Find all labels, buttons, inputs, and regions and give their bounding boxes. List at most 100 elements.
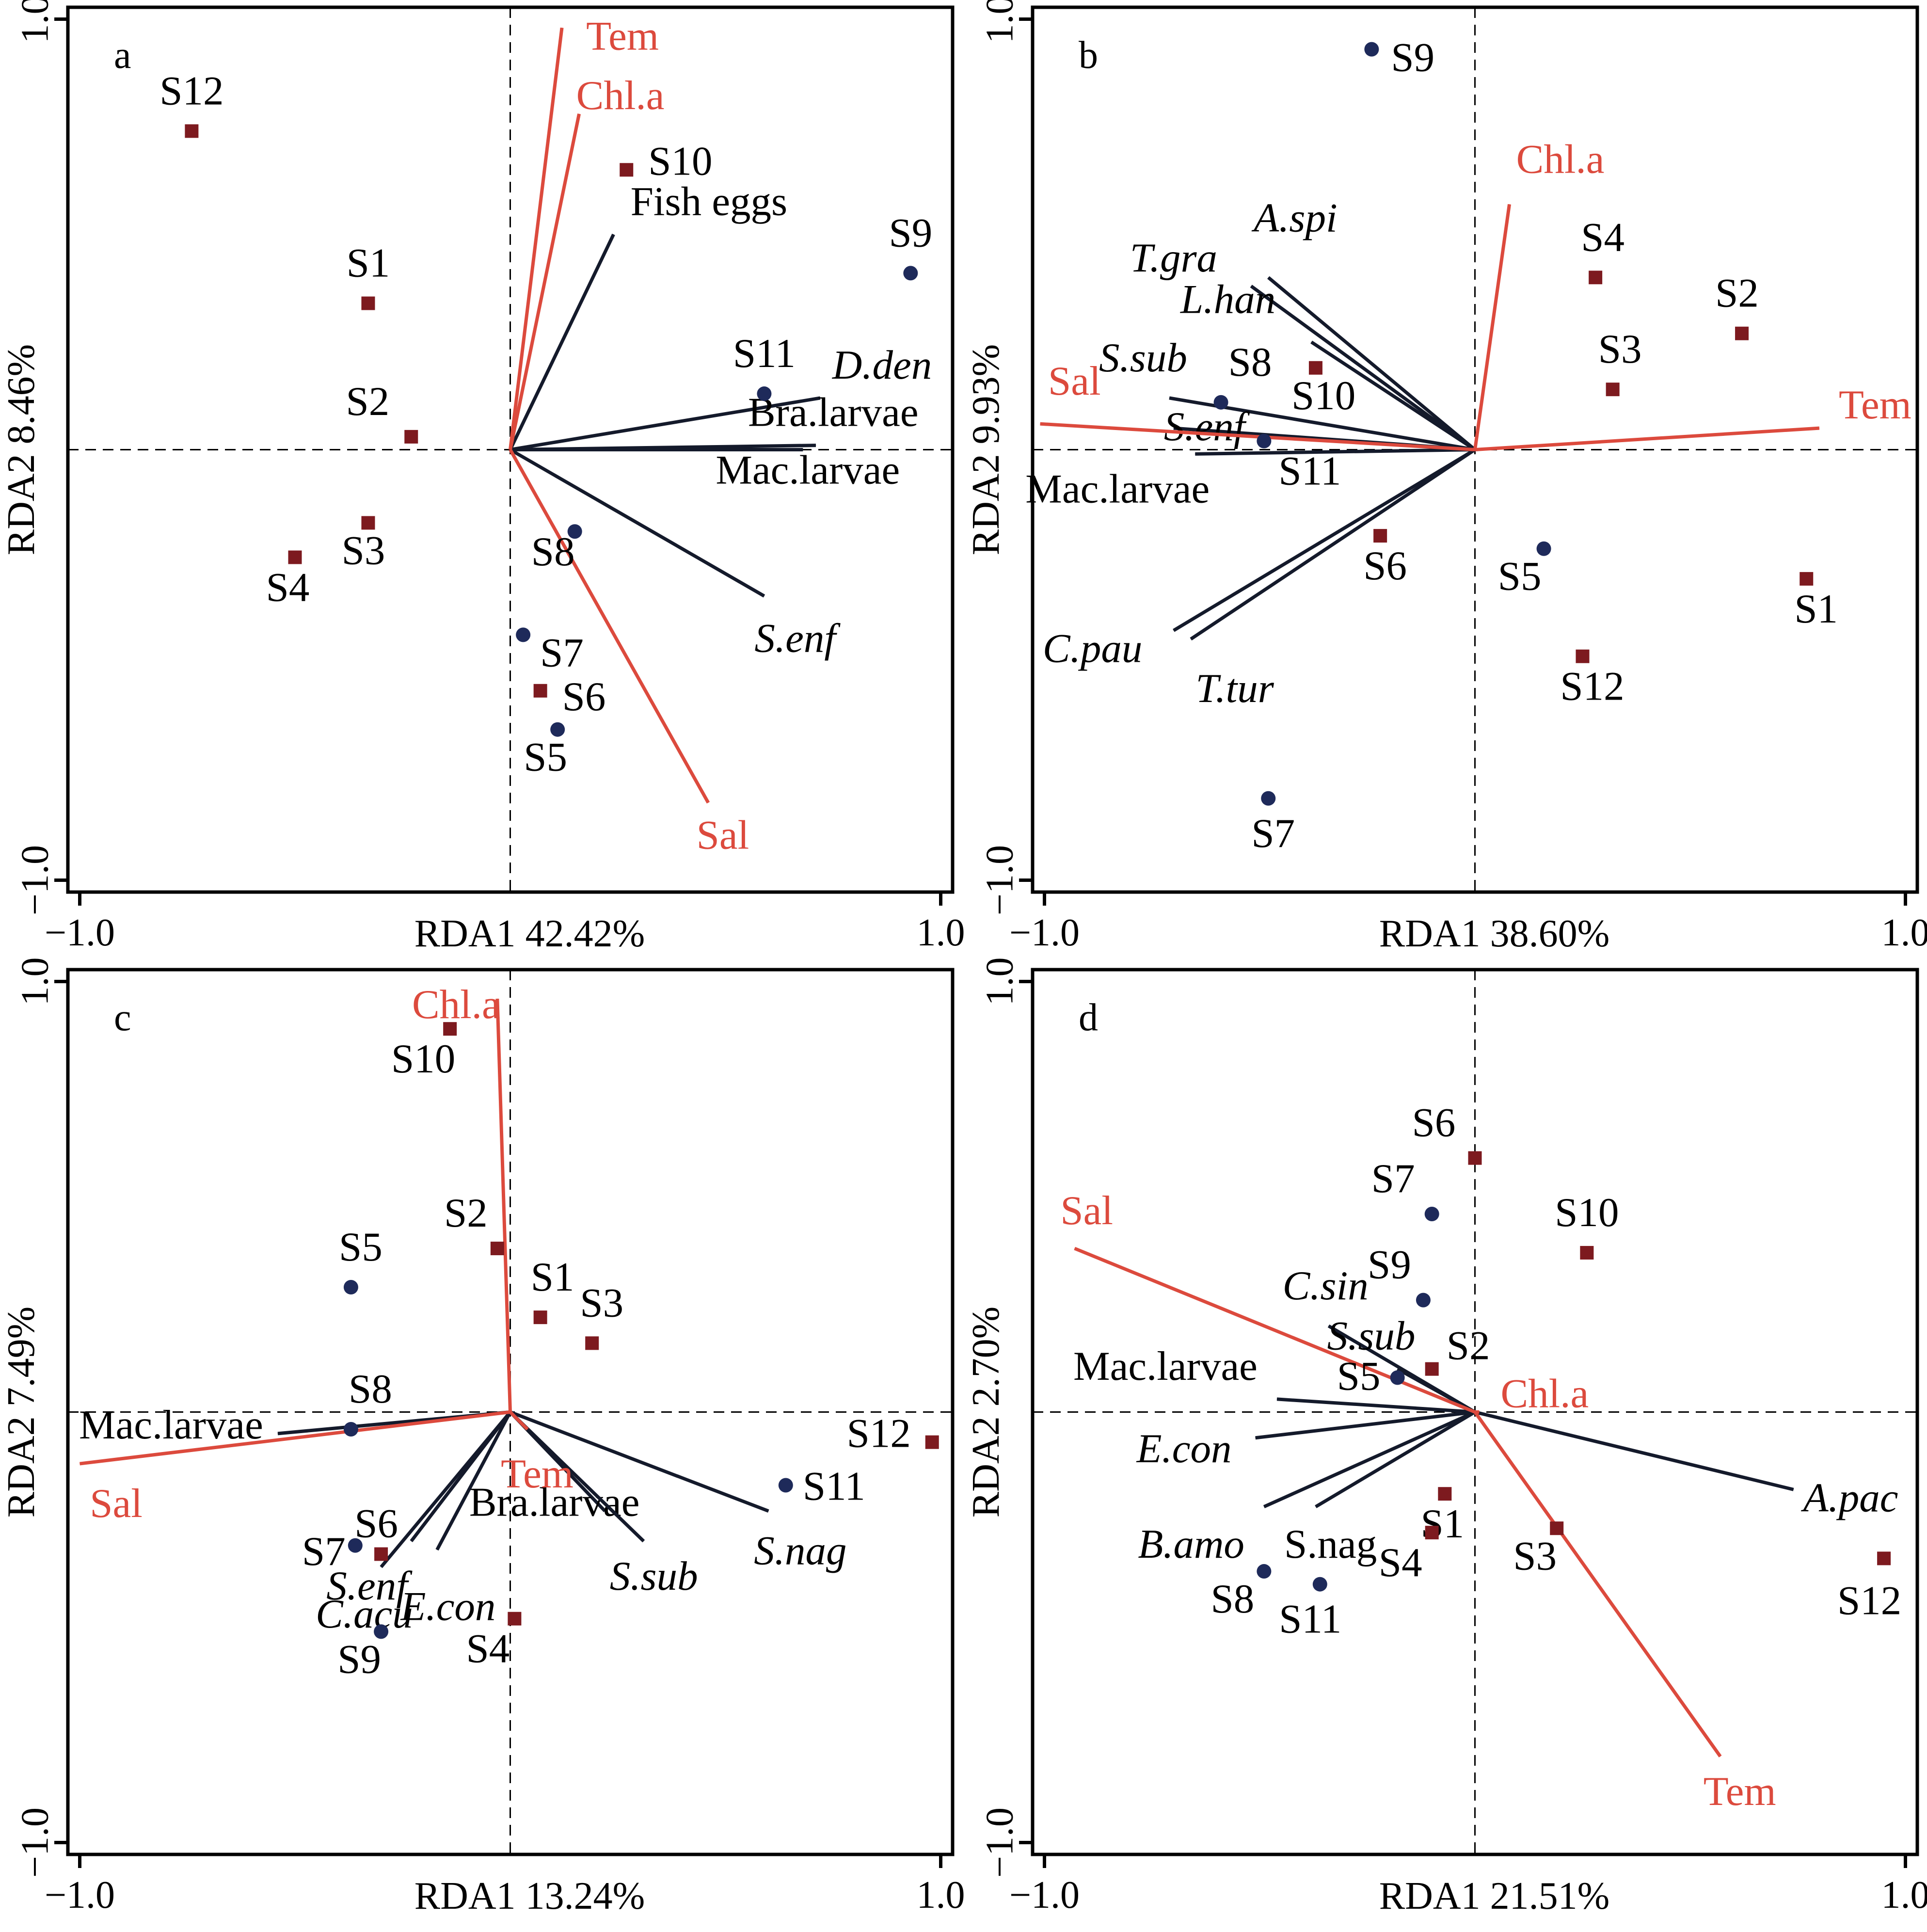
site-label-s11: S11 xyxy=(1279,1597,1341,1642)
site-label-s11: S11 xyxy=(1278,448,1341,494)
site-label-s1: S1 xyxy=(531,1254,574,1300)
site-marker-s3 xyxy=(1550,1521,1564,1535)
species-label-c-sin: C.sin xyxy=(1283,1263,1369,1309)
site-marker-s4 xyxy=(288,550,302,564)
site-label-s6: S6 xyxy=(354,1501,398,1547)
species-label-mac-larvae: Mac.larvae xyxy=(716,447,900,493)
site-label-s9: S9 xyxy=(1391,35,1434,80)
species-arrow-b-amo xyxy=(1263,1410,1476,1509)
y-tick-label: 1.0 xyxy=(14,0,56,44)
site-marker-s11 xyxy=(1312,1577,1327,1592)
x-axis-title: RDA1 38.60% xyxy=(1379,912,1610,955)
site-marker-s4 xyxy=(1589,271,1603,285)
species-arrow-mac-larvae xyxy=(1276,1397,1475,1414)
species-label-mac-larvae: Mac.larvae xyxy=(1025,466,1210,511)
species-arrow-c-acu xyxy=(380,1411,512,1568)
site-marker-s7 xyxy=(516,627,531,642)
site-label-s2: S2 xyxy=(1715,271,1759,316)
site-marker-s12 xyxy=(1877,1551,1891,1565)
y-axis-title: RDA2 8.46% xyxy=(0,344,43,556)
site-marker-s11 xyxy=(1257,433,1272,448)
panel-letter: b xyxy=(1079,34,1098,77)
site-label-s8: S8 xyxy=(531,529,575,575)
site-marker-s9 xyxy=(1364,42,1379,57)
species-label-bra-larvae: Bra.larvae xyxy=(748,390,919,435)
site-marker-s6 xyxy=(1468,1151,1482,1165)
species-label-e-con: E.con xyxy=(1136,1426,1232,1471)
species-label-s-nag: S.nag xyxy=(1284,1521,1377,1567)
species-arrow-s-nag xyxy=(1315,1410,1476,1508)
site-marker-s9 xyxy=(1416,1293,1431,1308)
site-label-s3: S3 xyxy=(1598,326,1642,372)
species-label-s-enf: S.enf xyxy=(754,615,841,661)
env-arrow-chl-a xyxy=(495,998,512,1412)
site-label-s5: S5 xyxy=(524,734,567,780)
env-label-tem: Tem xyxy=(1704,1769,1776,1814)
site-label-s8: S8 xyxy=(349,1366,392,1412)
env-arrow-tem xyxy=(509,27,564,450)
panel-letter: d xyxy=(1079,996,1098,1039)
site-label-s8: S8 xyxy=(1228,339,1272,385)
y-axis-title: RDA2 9.93% xyxy=(965,344,1007,556)
site-marker-s10 xyxy=(1308,361,1322,375)
site-marker-s3 xyxy=(585,1336,599,1350)
site-marker-s6 xyxy=(374,1547,388,1561)
y-tick-label: 1.0 xyxy=(14,958,56,1006)
site-marker-s6 xyxy=(1373,529,1387,543)
site-label-s7: S7 xyxy=(302,1529,346,1574)
site-label-s9: S9 xyxy=(1368,1242,1411,1288)
site-label-s7: S7 xyxy=(540,630,584,675)
species-arrow-e-con xyxy=(435,1411,512,1551)
site-label-s4: S4 xyxy=(1581,214,1624,260)
site-label-s12: S12 xyxy=(1560,664,1624,709)
env-arrow-chl-a xyxy=(509,113,581,450)
site-label-s3: S3 xyxy=(342,527,385,573)
site-label-s10: S10 xyxy=(1555,1190,1619,1235)
species-arrow-c-pau xyxy=(1173,448,1476,632)
site-marker-s10 xyxy=(443,1022,457,1036)
x-tick-label: −1.0 xyxy=(1009,1874,1080,1916)
species-label-s-sub: S.sub xyxy=(610,1553,698,1599)
site-marker-s11 xyxy=(757,386,772,401)
env-arrow-tem xyxy=(509,1411,529,1431)
site-marker-s12 xyxy=(185,124,199,138)
site-marker-s3 xyxy=(1606,383,1620,397)
x-tick-label: 1.0 xyxy=(917,911,965,954)
site-label-s9: S9 xyxy=(889,210,932,255)
site-marker-s8 xyxy=(343,1422,358,1437)
site-label-s2: S2 xyxy=(1447,1323,1490,1369)
species-label-s-enf: S.enf xyxy=(326,1563,413,1609)
site-marker-s8 xyxy=(1213,395,1228,410)
species-label-s-sub: S.sub xyxy=(1327,1313,1416,1359)
site-marker-s1 xyxy=(1800,572,1814,586)
site-label-s5: S5 xyxy=(1498,554,1542,599)
site-label-s3: S3 xyxy=(580,1280,623,1325)
species-label-t-tur: T.tur xyxy=(1195,666,1274,711)
env-label-sal: Sal xyxy=(697,813,749,858)
site-marker-s11 xyxy=(778,1478,793,1493)
site-marker-s4 xyxy=(1425,1526,1439,1540)
species-arrow-s-sub xyxy=(1396,1367,1476,1414)
site-marker-s8 xyxy=(567,524,582,539)
site-label-s12: S12 xyxy=(847,1411,911,1456)
y-tick-label: −1.0 xyxy=(978,845,1021,915)
panel-c: −1.0 1.0 −1.0 1.0 RDA1 13.24% RDA2 7.49% c Mac.… xyxy=(0,958,965,1918)
species-arrow-a-pac xyxy=(1474,1410,1794,1491)
species-arrow-mac-larvae xyxy=(1194,448,1475,456)
site-label-s2: S2 xyxy=(444,1190,488,1236)
x-axis-title: RDA1 13.24% xyxy=(414,1875,645,1917)
species-label-b-amo: B.amo xyxy=(1138,1521,1244,1567)
site-label-s11: S11 xyxy=(733,331,796,376)
site-marker-s5 xyxy=(343,1279,358,1294)
site-label-s8: S8 xyxy=(1210,1576,1254,1622)
species-arrow-s-nag xyxy=(510,1410,769,1513)
species-label-a-pac: A.pac xyxy=(1801,1475,1898,1520)
species-arrow-t-tur xyxy=(1190,448,1476,641)
site-marker-s3 xyxy=(361,516,375,530)
y-axis-title: RDA2 2.70% xyxy=(965,1307,1007,1518)
env-arrow-chl-a xyxy=(1473,204,1512,450)
species-label-c-acu: C.acu xyxy=(316,1591,413,1637)
site-marker-s2 xyxy=(1425,1362,1439,1376)
site-marker-s9 xyxy=(903,266,918,281)
